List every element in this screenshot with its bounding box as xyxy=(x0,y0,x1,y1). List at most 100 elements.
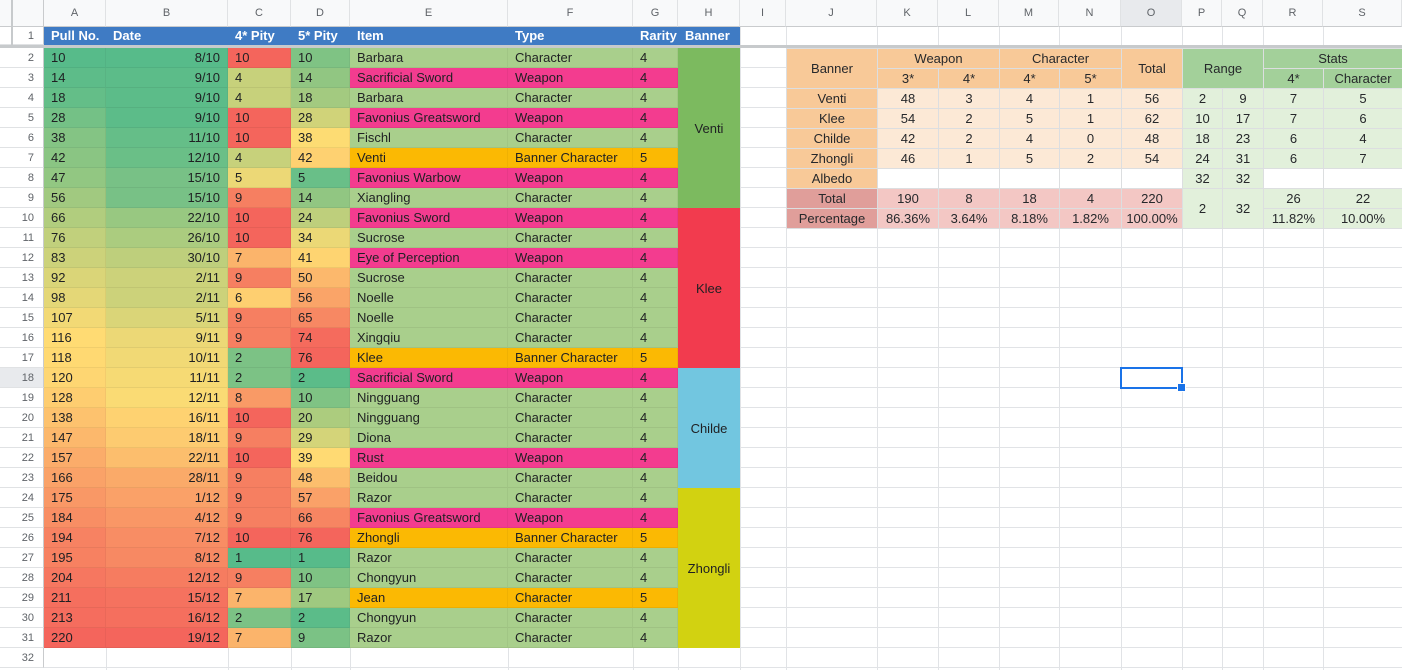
cell-E17[interactable]: Klee xyxy=(350,348,508,368)
cell-E9[interactable]: Xiangling xyxy=(350,188,508,208)
cell-D2[interactable]: 10 xyxy=(291,48,350,68)
cell-B2[interactable]: 8/10 xyxy=(106,48,228,68)
cell-F3[interactable]: Weapon xyxy=(508,68,633,88)
cell-E10[interactable]: Favonius Sword xyxy=(350,208,508,228)
cell-E27[interactable]: Razor xyxy=(350,548,508,568)
cell-G27[interactable]: 4 xyxy=(633,548,678,568)
cell-D16[interactable]: 74 xyxy=(291,328,350,348)
summary-albedo-value-3[interactable] xyxy=(1060,169,1122,189)
cell-A23[interactable]: 166 xyxy=(44,468,106,488)
row-header-4[interactable]: 4 xyxy=(0,88,44,108)
cell-D4[interactable]: 18 xyxy=(291,88,350,108)
summary-zhongli-stats-character[interactable]: 7 xyxy=(1324,149,1402,169)
cell-F11[interactable]: Character xyxy=(508,228,633,248)
cell-C31[interactable]: 7 xyxy=(228,628,291,648)
summary-albedo-value-2[interactable] xyxy=(1000,169,1060,189)
summary-childe-value-1[interactable]: 2 xyxy=(939,129,1000,149)
summary-venti-range-end[interactable]: 9 xyxy=(1223,89,1264,109)
cell-F27[interactable]: Character xyxy=(508,548,633,568)
cell-F4[interactable]: Character xyxy=(508,88,633,108)
cell-D8[interactable]: 5 xyxy=(291,168,350,188)
row-header-30[interactable]: 30 xyxy=(0,608,44,628)
cell-G13[interactable]: 4 xyxy=(633,268,678,288)
cell-F2[interactable]: Character xyxy=(508,48,633,68)
cell-C28[interactable]: 9 xyxy=(228,568,291,588)
summary-zhongli-stats-4star[interactable]: 6 xyxy=(1264,149,1324,169)
cell-G26[interactable]: 5 xyxy=(633,528,678,548)
cell-F25[interactable]: Weapon xyxy=(508,508,633,528)
cell-F9[interactable]: Character xyxy=(508,188,633,208)
cell-B13[interactable]: 2/11 xyxy=(106,268,228,288)
cell-C21[interactable]: 9 xyxy=(228,428,291,448)
selected-cell-outline[interactable] xyxy=(1120,367,1183,389)
summary-zhongli-value-0[interactable]: 46 xyxy=(878,149,939,169)
cell-G31[interactable]: 4 xyxy=(633,628,678,648)
cell-E5[interactable]: Favonius Greatsword xyxy=(350,108,508,128)
cell-D30[interactable]: 2 xyxy=(291,608,350,628)
summary-albedo-value-1[interactable] xyxy=(939,169,1000,189)
row-header-20[interactable]: 20 xyxy=(0,408,44,428)
cell-E22[interactable]: Rust xyxy=(350,448,508,468)
cell-B9[interactable]: 15/10 xyxy=(106,188,228,208)
row-header-32[interactable]: 32 xyxy=(0,648,44,668)
summary-childe-value-2[interactable]: 4 xyxy=(1000,129,1060,149)
cell-E13[interactable]: Sucrose xyxy=(350,268,508,288)
cell-D29[interactable]: 17 xyxy=(291,588,350,608)
cell-C3[interactable]: 4 xyxy=(228,68,291,88)
cell-A22[interactable]: 157 xyxy=(44,448,106,468)
cell-C18[interactable]: 2 xyxy=(228,368,291,388)
cell-C30[interactable]: 2 xyxy=(228,608,291,628)
summary-klee-stats-4star[interactable]: 7 xyxy=(1264,109,1324,129)
summary-percentage-value-0[interactable]: 86.36% xyxy=(878,209,939,229)
cell-D26[interactable]: 76 xyxy=(291,528,350,548)
cell-D7[interactable]: 42 xyxy=(291,148,350,168)
cell-A6[interactable]: 38 xyxy=(44,128,106,148)
cell-A29[interactable]: 211 xyxy=(44,588,106,608)
cell-B19[interactable]: 12/11 xyxy=(106,388,228,408)
row-header-15[interactable]: 15 xyxy=(0,308,44,328)
cell-B10[interactable]: 22/10 xyxy=(106,208,228,228)
column-header-N[interactable]: N xyxy=(1059,0,1121,27)
row-header-24[interactable]: 24 xyxy=(0,488,44,508)
summary-albedo-range-start[interactable]: 32 xyxy=(1183,169,1223,189)
cell-B31[interactable]: 19/12 xyxy=(106,628,228,648)
row-header-19[interactable]: 19 xyxy=(0,388,44,408)
summary-albedo-value-0[interactable] xyxy=(878,169,939,189)
banner-group-childe[interactable]: Childe xyxy=(678,368,740,488)
summary-row-label-klee[interactable]: Klee xyxy=(787,109,878,129)
cell-C12[interactable]: 7 xyxy=(228,248,291,268)
summary-total-value-0[interactable]: 190 xyxy=(878,189,939,209)
cell-E29[interactable]: Jean xyxy=(350,588,508,608)
cell-G16[interactable]: 4 xyxy=(633,328,678,348)
cell-D31[interactable]: 9 xyxy=(291,628,350,648)
cell-C27[interactable]: 1 xyxy=(228,548,291,568)
cell-B3[interactable]: 9/10 xyxy=(106,68,228,88)
cell-D9[interactable]: 14 xyxy=(291,188,350,208)
cell-A5[interactable]: 28 xyxy=(44,108,106,128)
row-header-27[interactable]: 27 xyxy=(0,548,44,568)
summary-albedo-range-end[interactable]: 32 xyxy=(1223,169,1264,189)
cell-C23[interactable]: 9 xyxy=(228,468,291,488)
summary-header-stats-4star[interactable]: 4* xyxy=(1264,69,1324,89)
cell-D17[interactable]: 76 xyxy=(291,348,350,368)
cell-G20[interactable]: 4 xyxy=(633,408,678,428)
cell-B29[interactable]: 15/12 xyxy=(106,588,228,608)
cell-C29[interactable]: 7 xyxy=(228,588,291,608)
cell-A14[interactable]: 98 xyxy=(44,288,106,308)
cell-D22[interactable]: 39 xyxy=(291,448,350,468)
row-header-23[interactable]: 23 xyxy=(0,468,44,488)
row-header-21[interactable]: 21 xyxy=(0,428,44,448)
column-header-G[interactable]: G xyxy=(633,0,678,27)
cell-D12[interactable]: 41 xyxy=(291,248,350,268)
summary-venti-value-3[interactable]: 1 xyxy=(1060,89,1122,109)
column-header-I[interactable]: I xyxy=(740,0,786,27)
summary-row-label-venti[interactable]: Venti xyxy=(787,89,878,109)
header-cell-item[interactable]: Item xyxy=(350,27,508,45)
cell-F12[interactable]: Weapon xyxy=(508,248,633,268)
summary-klee-stats-character[interactable]: 6 xyxy=(1324,109,1402,129)
cell-C2[interactable]: 10 xyxy=(228,48,291,68)
column-header-Q[interactable]: Q xyxy=(1222,0,1263,27)
cell-C5[interactable]: 10 xyxy=(228,108,291,128)
cell-F10[interactable]: Weapon xyxy=(508,208,633,228)
cell-G9[interactable]: 4 xyxy=(633,188,678,208)
